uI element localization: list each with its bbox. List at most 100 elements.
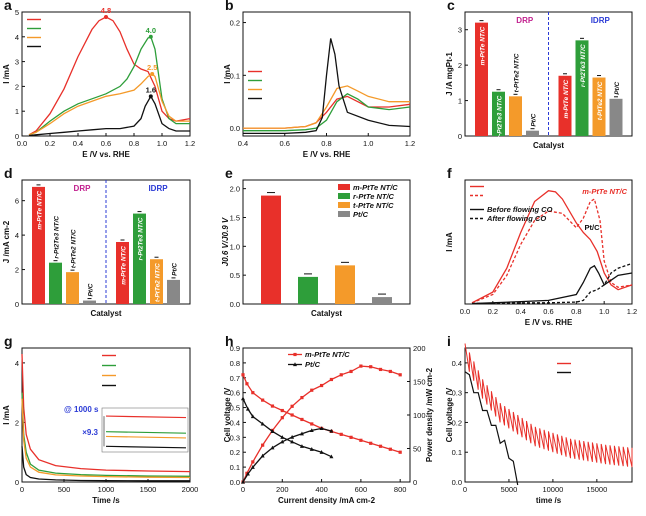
series-line-2: [28, 73, 190, 136]
data-point: [359, 364, 363, 368]
bar-label: Pt/C: [88, 283, 95, 296]
inset-line-3: [105, 445, 187, 449]
series-line-3: [471, 262, 633, 305]
y-tick-label: 0.0: [452, 478, 462, 487]
y2-tick-label: 100: [413, 411, 426, 420]
panel-g: g 0 500 1000 1500 2000 0 2 4 Time /s I /mA @ 1000 s…: [2, 333, 198, 505]
peak-marker: [148, 94, 153, 99]
legend-label: Pt/C: [353, 210, 369, 219]
bar-label: r-Pt2Te3 NT/C: [497, 95, 504, 138]
bar-idrp-3: [167, 279, 180, 304]
series-line-1: [464, 371, 519, 486]
data-point: [251, 460, 255, 464]
x-axis-label: E /V vs. RHE: [82, 150, 130, 159]
data-point: [349, 435, 353, 439]
panel-f: f 0.0 0.2 0.4 0.6 0.8 1.0 1.2 E /V vs. RHE I /mA B…: [445, 165, 637, 327]
peak-marker: [150, 72, 155, 76]
x-tick-label: 0: [241, 485, 245, 494]
bar-drp-1: [492, 91, 505, 136]
y-tick-label: 0.3: [230, 433, 240, 442]
x-tick-label: 0: [463, 485, 467, 494]
data-point: [261, 443, 265, 447]
x-axis-label: E /V vs. RHE: [525, 318, 573, 327]
legend-swatch: [338, 202, 350, 208]
legend-swatch: [338, 193, 350, 199]
series-line-1: [21, 392, 191, 477]
x-tick-label: 0.0: [17, 139, 27, 148]
data-point: [280, 408, 284, 413]
x-tick-label: 1000: [98, 485, 115, 494]
legend-marker: [293, 362, 297, 367]
y-tick-label: 2: [15, 418, 19, 427]
x-axis-label: Catalyst: [90, 309, 121, 318]
panel-e: e 0.0 0.5 1.0 1.5 2.0 J0.6 V/J0.9 V Catalyst m-P…: [221, 165, 411, 318]
series-line-1: [28, 35, 190, 136]
bar-drp-2: [66, 272, 79, 304]
data-point: [260, 421, 265, 426]
series-line-0: [242, 374, 401, 453]
group-label-drp: DRP: [74, 184, 92, 193]
bar-drp-3: [83, 300, 96, 304]
x-tick-label: 0.4: [73, 139, 83, 148]
y-tick-label: 3: [458, 26, 462, 35]
x-tick-label: 500: [58, 485, 71, 494]
y2-tick-label: 200: [413, 344, 426, 353]
y-tick-label: 1.0: [230, 242, 240, 251]
x-tick-label: 1.2: [185, 139, 195, 148]
y-tick-label: 0.9: [230, 344, 240, 353]
peak-label: 1.6: [146, 85, 156, 94]
x-tick-label: 0.6: [280, 139, 290, 148]
y-axis-label: J0.6 V/J0.9 V: [221, 217, 230, 266]
y-tick-label: 4: [15, 33, 19, 42]
x-tick-label: 10000: [542, 485, 563, 494]
bar-label: t-PtTe2 NT/C: [71, 229, 78, 268]
legend-label: Before flowing CO: [487, 205, 553, 214]
plot-frame-f: [464, 179, 633, 305]
peak-label: 4.0: [146, 26, 156, 35]
bar-label: t-PtTe2 NT/C: [597, 81, 604, 120]
data-point: [339, 373, 343, 377]
data-point: [319, 426, 324, 430]
data-point: [388, 447, 392, 451]
y-axis-label: I /mA: [2, 405, 11, 425]
data-point: [300, 395, 304, 400]
panel-letter-b: b: [225, 0, 234, 13]
y2-tick-label: 0: [413, 478, 417, 487]
legend-label: r-PtTe NT/C: [353, 192, 395, 201]
y2-tick-label: 50: [413, 445, 421, 454]
data-point: [245, 382, 249, 386]
plot-frame-h: [242, 347, 411, 483]
plot-frame-e: [242, 179, 411, 305]
panel-letter-e: e: [225, 165, 233, 181]
bar-label: Pt/C: [531, 113, 538, 126]
bar-label: t-PtTe2 NT/C: [155, 263, 162, 302]
series-label-m-ptte: m-PtTe NT/C: [582, 187, 627, 196]
bar-label: r-Pt2Te3 NT/C: [138, 217, 145, 260]
ratio-label: ×9.3: [82, 428, 98, 437]
panel-a: a 0.0 0.2 0.4 0.6 0.8 1.0 1.2 0 1 2 3 4 5 E /V vs. RHE…: [2, 0, 195, 159]
data-point: [329, 454, 334, 459]
y-axis-label: J /A mgPt-1: [445, 52, 454, 96]
bar-idrp-1: [575, 40, 589, 136]
peak-label: 2.5: [147, 63, 157, 72]
group-label-drp: DRP: [516, 16, 534, 25]
bar-label: Pt/C: [614, 81, 621, 94]
x-tick-label: 0.0: [460, 307, 470, 316]
x-tick-label: 0.2: [488, 307, 498, 316]
data-point: [369, 441, 373, 445]
x-tick-label: 0.6: [543, 307, 553, 316]
series-line-0: [464, 343, 633, 468]
panel-letter-g: g: [4, 333, 13, 349]
series-line-1: [242, 365, 401, 483]
y-axis-label: I /mA: [2, 64, 11, 84]
bar-label: m-PtTe NT/C: [37, 191, 44, 230]
panel-letter-h: h: [225, 333, 234, 349]
data-point: [310, 422, 314, 426]
data-point: [290, 413, 294, 417]
data-point: [378, 444, 383, 448]
y-tick-label: 0.0: [230, 124, 240, 133]
x-tick-label: 0.8: [571, 307, 581, 316]
x-tick-label: 600: [355, 485, 368, 494]
inset-box: [101, 407, 189, 453]
